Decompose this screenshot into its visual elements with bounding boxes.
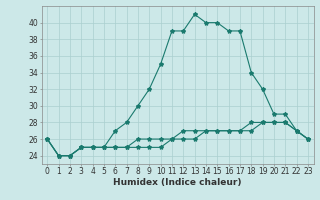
X-axis label: Humidex (Indice chaleur): Humidex (Indice chaleur) — [113, 178, 242, 187]
